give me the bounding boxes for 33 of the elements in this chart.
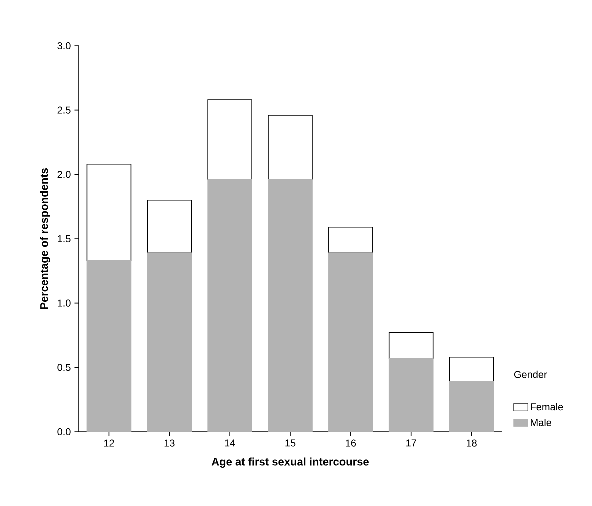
bar	[328, 227, 374, 254]
y-tick-label: 3.0	[58, 42, 71, 50]
y-axis-title: Percentage of respondents	[40, 168, 50, 310]
bar	[268, 179, 313, 432]
x-tick-label: 13	[164, 440, 175, 447]
x-tick-label: 17	[406, 440, 416, 447]
x-tick-label: 15	[286, 440, 296, 447]
bar	[86, 164, 132, 262]
x-tick-label: 12	[104, 440, 114, 447]
bar	[388, 358, 434, 432]
y-tick-label: 0.0	[58, 428, 71, 436]
bar	[268, 115, 313, 180]
bar	[449, 356, 494, 382]
x-tick-label: 18	[466, 440, 477, 447]
legend-label: Female	[531, 403, 564, 411]
x-tick-label: 16	[346, 440, 356, 447]
legend-label: Male	[531, 419, 552, 426]
legend-title: Gender	[514, 370, 548, 378]
bar	[147, 200, 192, 254]
x-axis-title: Age at first sexual intercourse	[212, 458, 369, 468]
bar	[388, 332, 434, 360]
y-tick-label: 1.0	[58, 300, 71, 307]
bar	[147, 252, 192, 432]
y-tick-label: 0.5	[58, 364, 71, 372]
bar	[86, 260, 132, 432]
bar	[328, 252, 374, 432]
y-tick-label: 1.5	[58, 235, 71, 242]
x-tick-label: 14	[225, 440, 236, 447]
bar	[208, 179, 252, 432]
bar	[449, 381, 494, 432]
y-tick-label: 2.5	[58, 106, 71, 114]
y-tick-label: 2.0	[58, 171, 71, 178]
bar	[208, 100, 252, 180]
